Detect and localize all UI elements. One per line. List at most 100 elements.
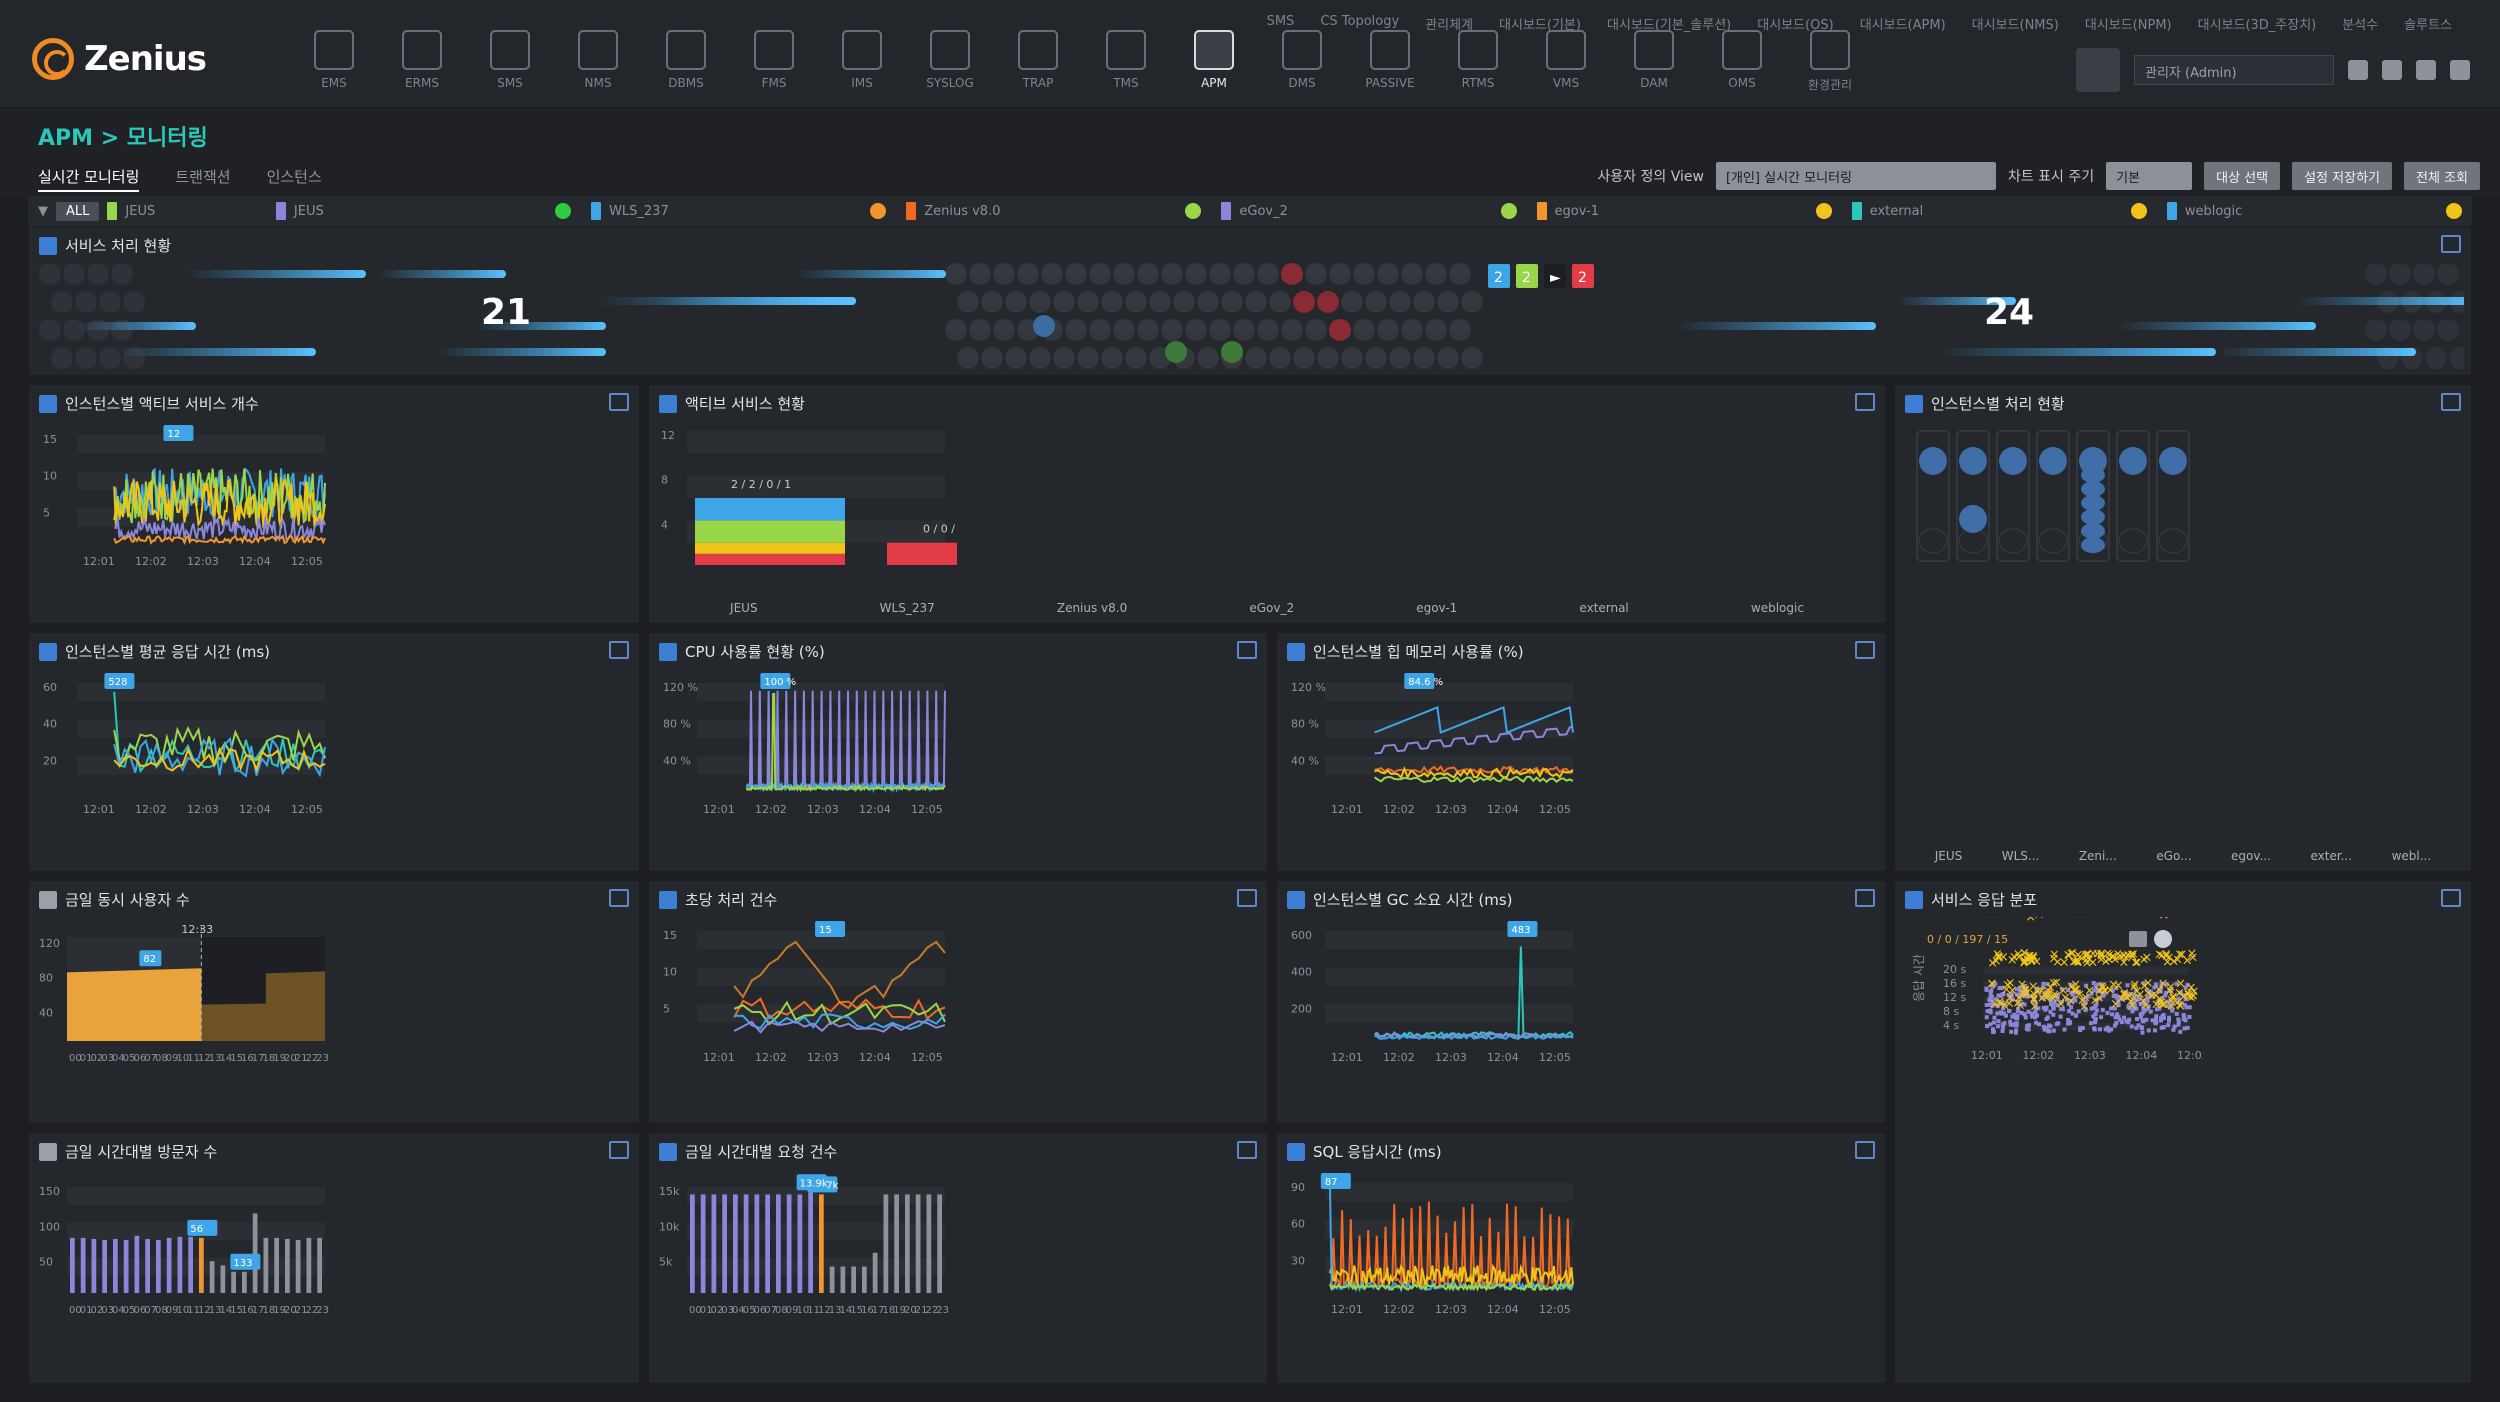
legend-item[interactable]: Zeni... xyxy=(2078,849,2117,863)
nav-item-ims[interactable]: IMS xyxy=(828,30,896,93)
user-select[interactable]: 관리자 (Admin) xyxy=(2134,55,2334,85)
legend-item[interactable]: egov... xyxy=(2231,849,2271,863)
maximize-icon[interactable] xyxy=(1237,889,1257,907)
app-logo[interactable]: Zenius xyxy=(32,38,207,80)
instance-item[interactable]: WLS_237 xyxy=(581,196,896,226)
instance-item[interactable]: Zenius v8.0 xyxy=(896,196,1211,226)
scatter-point xyxy=(2182,993,2187,998)
maximize-icon[interactable] xyxy=(2441,235,2461,253)
maximize-icon[interactable] xyxy=(2441,889,2461,907)
panel-header: 금일 시간대별 방문자 수 xyxy=(39,1141,217,1162)
maximize-icon[interactable] xyxy=(609,1141,629,1159)
header-link[interactable]: 대시보드(기본_솔루션) xyxy=(1606,18,1732,33)
header-link[interactable]: 분석수 xyxy=(2342,18,2379,33)
y-tick: 5 xyxy=(663,1002,670,1015)
hex-cell xyxy=(1089,319,1111,341)
nav-item-환경관리[interactable]: 환경관리 xyxy=(1796,30,1864,93)
nav-item-ems[interactable]: EMS xyxy=(300,30,368,93)
maximize-icon[interactable] xyxy=(1237,1141,1257,1159)
legend-item[interactable]: WLS_237 xyxy=(879,601,935,615)
header-link[interactable]: 대시보드(NPM) xyxy=(2084,18,2172,33)
layout-icon[interactable] xyxy=(2416,60,2436,80)
y-tick: 80 xyxy=(39,972,53,985)
hex-cell xyxy=(1425,263,1447,285)
scatter-point: × xyxy=(2157,997,2168,1012)
instance-item[interactable]: external xyxy=(1842,196,2157,226)
hex-cell xyxy=(1125,291,1147,313)
instance-strip: ▼ ALL JEUS JEUS WLS_237 Zenius v8.0 eGov_2 egov… xyxy=(28,196,2472,226)
legend-item[interactable]: eGov_2 xyxy=(1249,601,1295,615)
select-target-button[interactable]: 대상 선택 xyxy=(2204,162,2281,190)
hex-active xyxy=(1165,341,1187,363)
header-link[interactable]: 솔루트스 xyxy=(2404,18,2452,33)
nav-item-fms[interactable]: FMS xyxy=(740,30,808,93)
maximize-icon[interactable] xyxy=(609,641,629,659)
scatter-point: × xyxy=(2009,950,2020,965)
scatter-point: × xyxy=(2036,984,2047,999)
nav-item-vms[interactable]: VMS xyxy=(1532,30,1600,93)
instance-item[interactable]: weblogic xyxy=(2157,196,2472,226)
legend-item[interactable]: webl... xyxy=(2391,849,2432,863)
nav-item-trap[interactable]: TRAP xyxy=(1004,30,1072,93)
nav-item-tms[interactable]: TMS xyxy=(1092,30,1160,93)
tab-transaction[interactable]: 트랜잭션 xyxy=(175,168,231,186)
maximize-icon[interactable] xyxy=(2441,393,2461,411)
header-link[interactable]: SMS xyxy=(1266,14,1295,29)
nav-item-nms[interactable]: NMS xyxy=(564,30,632,93)
maximize-icon[interactable] xyxy=(1237,641,1257,659)
nav-item-passive[interactable]: PASSIVE xyxy=(1356,30,1424,93)
nav-item-syslog[interactable]: SYSLOG xyxy=(916,30,984,93)
legend-item[interactable]: Zenius v8.0 xyxy=(1056,601,1128,615)
view-all-button[interactable]: 전체 조회 xyxy=(2404,162,2480,190)
header-link[interactable]: 대시보드(OS) xyxy=(1757,18,1834,33)
legend-item[interactable]: exter... xyxy=(2310,849,2353,863)
nav-item-oms[interactable]: OMS xyxy=(1708,30,1776,93)
hex-cell xyxy=(1053,347,1075,369)
nav-item-dms[interactable]: DMS xyxy=(1268,30,1336,93)
period-select[interactable]: 기본 xyxy=(2106,162,2193,190)
maximize-icon[interactable] xyxy=(609,889,629,907)
header-link[interactable]: 대시보드(기본) xyxy=(1499,18,1581,33)
maximize-icon[interactable] xyxy=(1855,1141,1875,1159)
hour-bar xyxy=(209,1261,215,1293)
legend-item[interactable]: WLS... xyxy=(2001,849,2040,863)
nav-item-dam[interactable]: DAM xyxy=(1620,30,1688,93)
maximize-icon[interactable] xyxy=(1855,393,1875,411)
nav-item-sms[interactable]: SMS xyxy=(476,30,544,93)
header-link[interactable]: CS Topology xyxy=(1320,14,1400,29)
maximize-icon[interactable] xyxy=(1855,641,1875,659)
legend-item[interactable]: weblogic xyxy=(1750,601,1804,615)
header-link[interactable]: 대시보드(NMS) xyxy=(1971,18,2059,33)
header-link[interactable]: 대시보드(3D_주장치) xyxy=(2197,18,2317,33)
admin-icon[interactable] xyxy=(2076,48,2120,92)
nav-item-erms[interactable]: ERMS xyxy=(388,30,456,93)
y-tick: 80 % xyxy=(1291,718,1319,731)
view-select[interactable]: [개인] 실시간 모니터링 xyxy=(1715,162,1996,190)
nav-item-dbms[interactable]: DBMS xyxy=(652,30,720,93)
legend-item[interactable]: external xyxy=(1579,601,1629,615)
legend-item[interactable]: eGo... xyxy=(2156,849,2192,863)
legend-item[interactable]: egov-1 xyxy=(1416,601,1458,615)
instance-all-chip[interactable]: ALL xyxy=(56,201,100,221)
legend-item[interactable]: JEUS xyxy=(730,601,758,615)
tab-instance[interactable]: 인스턴스 xyxy=(266,168,322,186)
nav-item-apm[interactable]: APM xyxy=(1180,30,1248,93)
tab-realtime[interactable]: 실시간 모니터링 xyxy=(38,166,140,192)
save-settings-button[interactable]: 설정 저장하기 xyxy=(2292,162,2393,190)
scatter-point xyxy=(2022,994,2027,999)
header-link[interactable]: 대시보드(APM) xyxy=(1859,18,1946,33)
instance-item[interactable]: eGov_2 xyxy=(1211,196,1526,226)
instance-item[interactable]: egov-1 xyxy=(1527,196,1842,226)
calendar-icon xyxy=(2129,931,2147,947)
instance-item[interactable]: JEUS xyxy=(266,196,581,226)
power-icon[interactable] xyxy=(2450,60,2470,80)
instance-item[interactable]: ▼ ALL JEUS xyxy=(28,196,266,226)
flow-streak xyxy=(656,297,856,305)
user-icon[interactable] xyxy=(2348,60,2368,80)
nav-item-rtms[interactable]: RTMS xyxy=(1444,30,1512,93)
maximize-icon[interactable] xyxy=(1855,889,1875,907)
header-link[interactable]: 관리체계 xyxy=(1425,18,1474,33)
legend-item[interactable]: JEUS xyxy=(1934,849,1963,863)
lock-icon[interactable] xyxy=(2382,60,2402,80)
maximize-icon[interactable] xyxy=(609,393,629,411)
